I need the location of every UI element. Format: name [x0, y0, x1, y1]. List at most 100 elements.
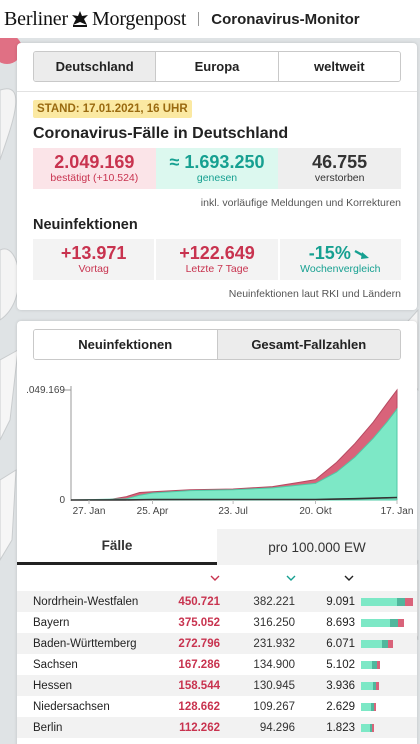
- overview-title: Coronavirus-Fälle in Deutschland: [33, 125, 289, 142]
- sort-confirmed-chevron-icon[interactable]: [209, 572, 221, 584]
- neuinfektionen-title: Neuinfektionen: [33, 217, 138, 233]
- state-bar: [361, 618, 417, 627]
- state-recovered: 134.900: [253, 658, 295, 671]
- stat-recovered: ≈ 1.693.250 genesen: [155, 148, 279, 189]
- logo-text-left: Berliner: [4, 7, 68, 30]
- bar-recovered: [361, 639, 388, 648]
- tab-neuinfektionen[interactable]: Neuinfektionen: [34, 330, 218, 359]
- stat-deaths-label: verstorben: [314, 172, 365, 184]
- table-row[interactable]: Nordrhein-Westfalen 450.721 382.221 9.091: [17, 591, 417, 612]
- table-row[interactable]: Bayern 375.052 316.250 8.693: [17, 612, 417, 633]
- state-confirmed: 158.544: [162, 675, 220, 696]
- stat-7days-label: Letzte 7 Tage: [185, 263, 249, 275]
- chart-x-tick-label: 23. Jul: [218, 506, 247, 517]
- state-deaths: 5.102: [326, 658, 355, 671]
- bar-deaths: [369, 723, 372, 732]
- state-confirmed: 167.286: [178, 658, 220, 671]
- state-recovered: 382.221: [220, 591, 295, 612]
- stat-recovered-value: ≈ 1.693.250: [169, 152, 265, 172]
- state-bar-cell: [355, 591, 417, 612]
- tab-europa[interactable]: Europa: [156, 52, 279, 81]
- stat-confirmed: 2.049.169 bestätigt (+10.524): [33, 148, 156, 189]
- new-infections-row: +13.971 Vortag +122.649 Letzte 7 Tage -1…: [33, 239, 401, 280]
- chart-series-deaths: [70, 496, 398, 501]
- sort-recovered-chevron-icon[interactable]: [285, 572, 297, 584]
- state-name: Berlin: [17, 717, 162, 738]
- state-bar: [361, 681, 417, 690]
- state-bar-cell: [355, 696, 417, 717]
- bar-recovered: [361, 681, 377, 690]
- bar-deaths: [389, 618, 398, 627]
- overview-card: Deutschland Europa weltweit STAND: 17.01…: [17, 43, 417, 310]
- tab-pro-100000[interactable]: pro 100.000 EW: [217, 529, 417, 565]
- stat-vortag-value: +13.971: [60, 243, 127, 263]
- state-name: Nordrhein-Westfalen: [17, 591, 162, 612]
- tab-faelle[interactable]: Fälle: [17, 529, 217, 565]
- state-recovered: 130.945: [220, 675, 295, 696]
- table-row[interactable]: Hessen 158.544 130.945 3.936: [17, 675, 417, 696]
- stat-vortag-label: Vortag: [78, 263, 109, 275]
- state-recovered: 316.250: [253, 616, 295, 629]
- state-name: Niedersachsen: [33, 700, 110, 713]
- state-name: Sachsen: [33, 658, 78, 671]
- stat-recovered-label: genesen: [196, 172, 238, 184]
- bar-deaths: [382, 639, 388, 648]
- state-bar: [361, 597, 417, 606]
- stat-7days: +122.649 Letzte 7 Tage: [156, 239, 278, 280]
- state-deaths: 8.693: [326, 616, 355, 629]
- sort-controls: [17, 572, 417, 588]
- totals-row: 2.049.169 bestätigt (+10.524) ≈ 1.693.25…: [33, 148, 402, 189]
- state-name: Baden-Württemberg: [17, 633, 162, 654]
- logo-text-right: Morgenpost: [91, 7, 187, 30]
- state-bar-cell: [355, 612, 417, 633]
- state-recovered: 109.267: [253, 700, 295, 713]
- state-confirmed: 272.796: [162, 633, 220, 654]
- map-marker[interactable]: [0, 34, 22, 64]
- tab-gesamt-fallzahlen[interactable]: Gesamt-Fallzahlen: [217, 330, 400, 359]
- state-bar-cell: [355, 717, 417, 738]
- chart-x-tick-label: 20. Okt: [299, 506, 331, 517]
- chart-y-top-label: .049.169: [26, 385, 65, 396]
- state-confirmed: 450.721: [162, 591, 220, 612]
- chart-tabs: Neuinfektionen Gesamt-Fallzahlen: [33, 329, 401, 360]
- stat-deaths-value: 46.755: [312, 152, 368, 172]
- state-bar: [361, 702, 417, 711]
- sort-deaths-chevron-icon[interactable]: [343, 572, 355, 584]
- state-deaths: 2.629: [326, 700, 355, 713]
- state-confirmed: 128.662: [178, 700, 220, 713]
- tab-deutschland[interactable]: Deutschland: [34, 52, 157, 81]
- header-separator: [198, 12, 200, 26]
- bar-deaths: [372, 681, 377, 690]
- stat-week-compare: -15% Wochenvergleich: [279, 239, 401, 280]
- state-bar: [361, 660, 417, 669]
- chart-x-tick-label: 27. Jan: [73, 506, 106, 517]
- state-deaths: 6.071: [295, 633, 355, 654]
- state-bar-cell: [355, 633, 417, 654]
- bar-recovered: [361, 702, 374, 711]
- table-tabs: Fälle pro 100.000 EW: [17, 529, 417, 565]
- table-row[interactable]: Sachsen 167.286 134.900 5.102: [17, 654, 417, 675]
- stat-confirmed-value: 2.049.169: [54, 152, 135, 172]
- bar-recovered: [361, 597, 406, 606]
- state-bar: [361, 723, 417, 732]
- bar-recovered: [361, 618, 398, 627]
- cases-chart[interactable]: .049.169 0 27. Jan 25. Apr 23. Jul 20. Okt 1…: [17, 373, 417, 523]
- table-row[interactable]: Baden-Württemberg 272.796 231.932 6.071: [17, 633, 417, 654]
- app-title: Coronavirus-Monitor: [211, 10, 360, 28]
- header-bar: Berliner Morgenpost Coronavirus-Monitor: [0, 0, 420, 38]
- tab-weltweit[interactable]: weltweit: [278, 52, 400, 81]
- bear-crest-icon: [71, 11, 88, 27]
- state-confirmed: 375.052: [178, 616, 220, 629]
- bar-recovered: [361, 660, 377, 669]
- table-row[interactable]: Berlin 112.262 94.296 1.823: [17, 717, 417, 738]
- state-name: Bayern: [33, 616, 70, 629]
- logo[interactable]: Berliner Morgenpost: [4, 8, 186, 31]
- chart-x-tick-label: 17. Jan: [381, 506, 414, 517]
- chart-series-recovered: [70, 407, 398, 501]
- stat-7days-value: +122.649: [179, 243, 255, 263]
- states-table: Nordrhein-Westfalen 450.721 382.221 9.091 Ba…: [17, 591, 417, 738]
- state-confirmed: 112.262: [162, 717, 220, 738]
- table-row[interactable]: Niedersachsen 128.662 109.267 2.629: [17, 696, 417, 717]
- stat-vortag: +13.971 Vortag: [33, 239, 155, 280]
- state-recovered: 94.296: [220, 717, 295, 738]
